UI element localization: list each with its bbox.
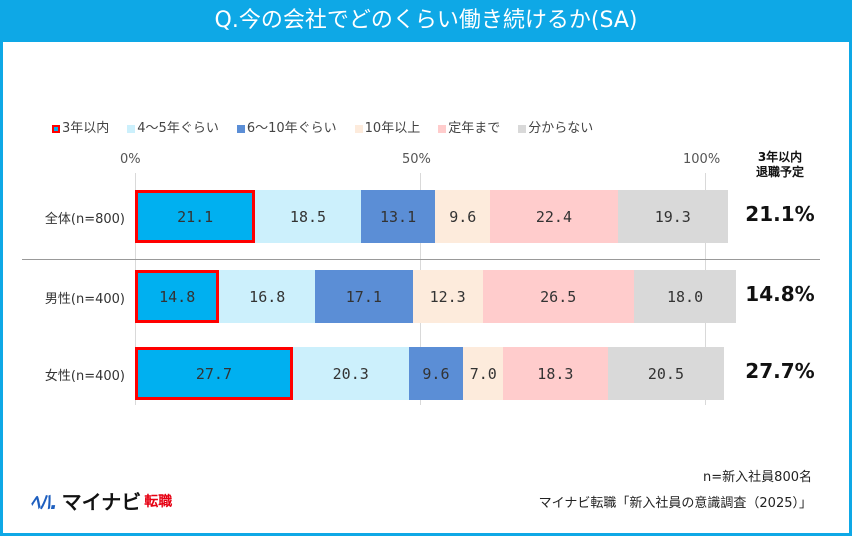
retire-header-line: 退職予定 — [755, 165, 804, 179]
legend-label: 4～5年ぐらい — [137, 121, 219, 136]
legend-label: 定年まで — [448, 121, 501, 136]
legend-swatch — [438, 125, 447, 133]
legend: 3年以内 4～5年ぐらい 6～10年ぐらい 10年以上 定年まで 分からない — [52, 120, 611, 138]
legend-label: 3年以内 — [62, 121, 110, 136]
mynavi-logo: ﾍﾊ. マイナビ 転職 — [30, 490, 173, 514]
legend-swatch — [127, 125, 136, 133]
bar-segment: 18.5 — [255, 190, 361, 243]
legend-label: 分からない — [528, 121, 594, 136]
tick-label: 50% — [402, 152, 431, 167]
bar-segment: 18.3 — [503, 347, 608, 400]
bar-segment: 9.6 — [408, 347, 464, 400]
legend-swatch — [354, 125, 363, 133]
bar-segment: 26.5 — [482, 270, 634, 323]
legend-swatch — [236, 125, 245, 133]
legend-swatch — [52, 125, 60, 133]
retire-value: 27.7% — [745, 359, 815, 383]
bar-segment: 18.0 — [633, 270, 737, 323]
sample-note: n=新入社員800名 — [703, 470, 812, 485]
legend-item: 分からない — [518, 120, 593, 138]
bar-segment: 22.4 — [490, 190, 618, 243]
legend-swatch — [518, 125, 527, 133]
row-label: 男性(n=400) — [44, 291, 125, 307]
legend-label: 6～10年ぐらい — [246, 121, 337, 136]
tick-label: 100% — [683, 152, 721, 167]
row-label: 全体(n=800) — [44, 211, 125, 227]
bar-segment: 13.1 — [360, 190, 436, 243]
legend-item: 3年以内 — [52, 120, 109, 138]
bar-segment: 16.8 — [219, 270, 316, 323]
bar-segment: 21.1 — [135, 190, 256, 243]
row-separator — [22, 259, 820, 260]
tick-label: 0% — [120, 152, 141, 167]
bar-segment: 27.7 — [135, 347, 293, 400]
row-label: 女性(n=400) — [44, 368, 125, 384]
bar-segment: 12.3 — [412, 270, 483, 323]
retire-value: 21.1% — [745, 202, 815, 226]
bar-segment: 9.6 — [435, 190, 491, 243]
retire-header-line: 3年以内 — [757, 150, 803, 164]
legend-item: 6～10年ぐらい — [236, 120, 337, 138]
bar-segment: 20.5 — [607, 347, 725, 400]
chart-title: Q.今の会社でどのくらい働き続けるか(SA) — [0, 0, 852, 42]
retire-value: 14.8% — [745, 282, 815, 306]
bar-segment: 19.3 — [617, 190, 728, 243]
legend-label: 10年以上 — [364, 121, 421, 136]
bar-segment: 20.3 — [292, 347, 409, 400]
legend-item: 4～5年ぐらい — [127, 120, 219, 138]
bar-segment: 14.8 — [135, 270, 220, 323]
bar-segment: 17.1 — [315, 270, 413, 323]
retire-column-header: 3年以内 退職予定 — [735, 150, 825, 180]
legend-item: 10年以上 — [354, 120, 421, 138]
legend-item: 定年まで — [438, 120, 500, 138]
source-note: マイナビ転職「新入社員の意識調査（2025）」 — [538, 496, 812, 511]
bar-segment: 7.0 — [463, 347, 504, 400]
